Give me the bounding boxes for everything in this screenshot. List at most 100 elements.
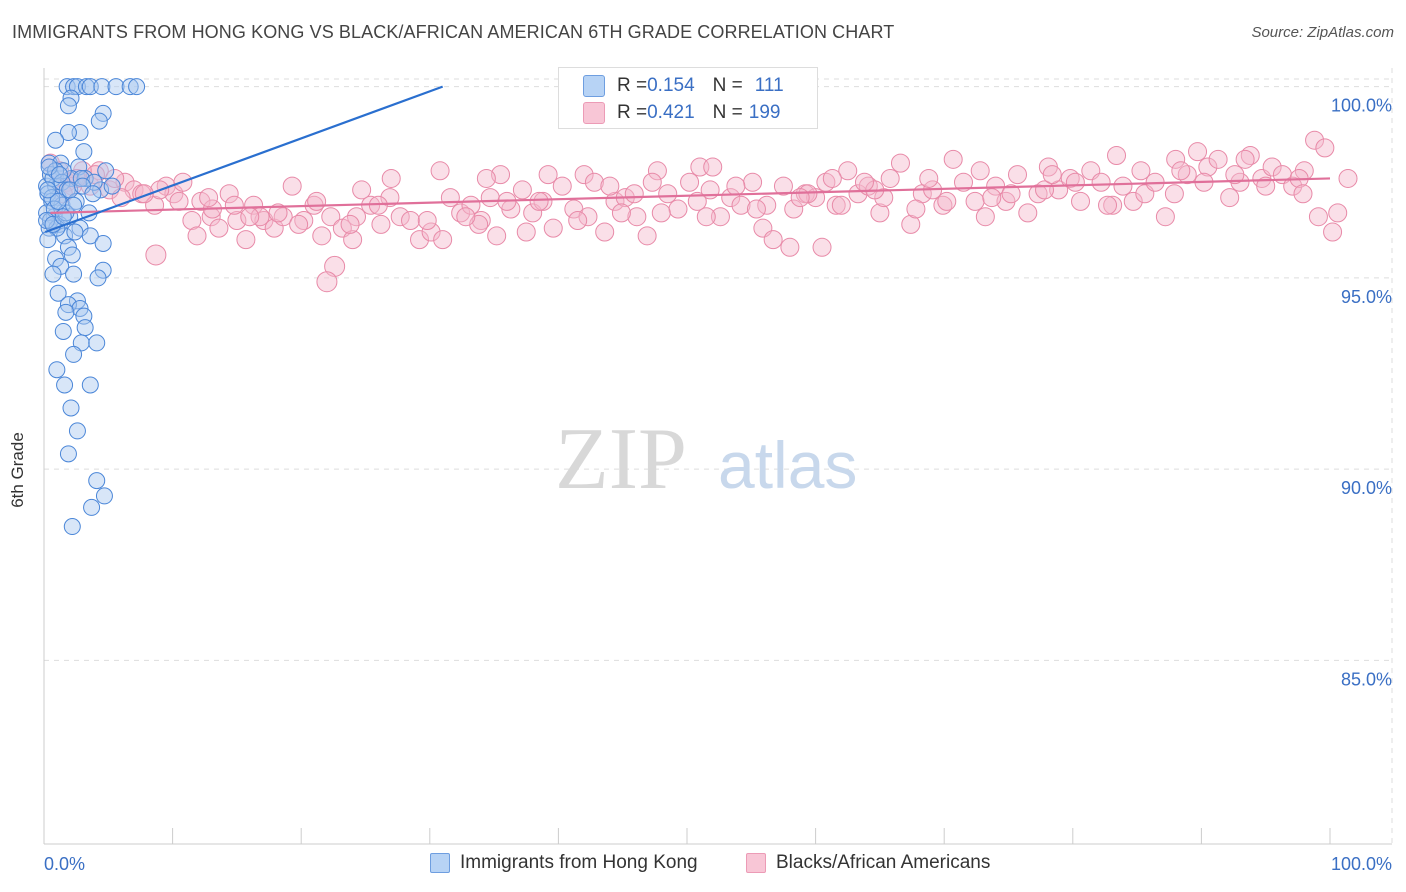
- data-point-blacks: [1323, 222, 1343, 242]
- source-label: Source: ZipAtlas.com: [1251, 24, 1394, 41]
- data-point-blacks: [1042, 165, 1062, 185]
- data-point-blacks: [1065, 172, 1085, 192]
- data-point-blacks: [1008, 165, 1028, 185]
- data-point-blacks: [321, 207, 341, 227]
- data-point-hongkong: [62, 399, 80, 417]
- data-point-blacks: [371, 214, 391, 234]
- data-point-blacks: [790, 188, 810, 208]
- data-point-blacks: [624, 184, 644, 204]
- data-point-blacks: [340, 214, 360, 234]
- data-point-hongkong: [59, 238, 77, 256]
- legend-label: Immigrants from Hong Kong: [460, 852, 698, 873]
- legend-swatch-blue: [430, 853, 450, 873]
- series-blacks-points: [40, 130, 1358, 293]
- data-point-blacks: [901, 214, 921, 234]
- data-point-blacks: [1308, 207, 1328, 227]
- data-point-blacks: [433, 230, 453, 250]
- data-point-blacks: [943, 149, 963, 169]
- data-point-hongkong: [39, 231, 57, 249]
- data-point-blacks: [516, 222, 536, 242]
- data-point-blacks: [703, 157, 723, 177]
- data-point-hongkong: [44, 265, 62, 283]
- data-point-blacks: [647, 161, 667, 181]
- data-point-blacks: [838, 161, 858, 181]
- data-point-blacks: [100, 180, 120, 200]
- data-point-blacks: [421, 222, 441, 242]
- data-point-blacks: [822, 168, 842, 188]
- data-point-hongkong: [107, 78, 125, 96]
- data-point-hongkong: [77, 78, 95, 96]
- trend-lines: [44, 85, 1331, 234]
- data-point-blacks: [568, 211, 588, 231]
- data-point-blacks: [890, 153, 910, 173]
- data-point-blacks: [595, 222, 615, 242]
- legend-r-label: R =: [617, 75, 648, 96]
- data-point-blacks: [1091, 172, 1111, 192]
- data-point-blacks: [578, 207, 598, 227]
- data-point-hongkong: [90, 112, 108, 130]
- legend-n-value: 111: [754, 75, 784, 96]
- data-point-blacks: [227, 211, 247, 231]
- data-point-hongkong: [128, 78, 146, 96]
- data-point-blacks: [812, 237, 832, 257]
- data-point-hongkong: [93, 78, 111, 96]
- data-point-blacks: [1338, 168, 1358, 188]
- data-point-blacks: [219, 184, 239, 204]
- data-point-blacks: [743, 172, 763, 192]
- data-point-hongkong: [65, 265, 83, 283]
- data-point-blacks: [324, 255, 346, 277]
- data-point-blacks: [381, 168, 401, 188]
- data-point-blacks: [410, 230, 430, 250]
- data-point-blacks: [965, 191, 985, 211]
- watermark-zip: ZIP: [555, 411, 687, 508]
- data-point-blacks: [294, 211, 314, 231]
- data-point-blacks: [543, 218, 563, 238]
- data-point-blacks: [312, 226, 332, 246]
- data-point-blacks: [773, 176, 793, 196]
- data-point-blacks: [731, 195, 751, 215]
- data-point-blacks: [1071, 191, 1091, 211]
- data-point-blacks: [1328, 203, 1348, 223]
- data-point-blacks: [784, 199, 804, 219]
- y-tick-label: 90.0%: [1341, 478, 1392, 498]
- data-point-blacks: [380, 188, 400, 208]
- data-point-blacks: [1107, 146, 1127, 165]
- data-point-blacks: [476, 168, 496, 188]
- data-point-blacks: [1208, 149, 1228, 169]
- legend-swatch-blue: [583, 75, 605, 97]
- data-point-blacks: [451, 203, 471, 223]
- data-point-blacks: [611, 203, 631, 223]
- data-point-hongkong: [65, 196, 83, 214]
- data-point-blacks: [512, 180, 532, 200]
- data-point-hongkong: [59, 124, 77, 142]
- legend-swatch-pink: [746, 853, 766, 873]
- data-point-blacks: [1225, 165, 1245, 185]
- legend-row-hongkong: R = 0.154 N = 111: [583, 73, 784, 99]
- data-point-blacks: [169, 191, 189, 211]
- data-point-blacks: [574, 165, 594, 185]
- data-point-blacks: [696, 207, 716, 227]
- data-point-blacks: [487, 226, 507, 246]
- chart-title: IMMIGRANTS FROM HONG KONG VS BLACK/AFRIC…: [12, 22, 895, 42]
- data-point-blacks: [307, 191, 327, 211]
- legend-item-blacks: Blacks/African Americans: [746, 852, 990, 874]
- data-point-blacks: [1131, 161, 1151, 181]
- data-point-blacks: [1315, 138, 1335, 158]
- data-point-blacks: [1103, 195, 1123, 215]
- data-point-blacks: [480, 188, 500, 208]
- data-point-hongkong: [58, 78, 76, 96]
- data-point-blacks: [710, 207, 730, 227]
- data-point-blacks: [552, 176, 572, 196]
- data-point-hongkong: [81, 78, 99, 96]
- data-point-hongkong: [49, 284, 67, 302]
- data-point-hongkong: [54, 322, 72, 340]
- y-tick-label: 95.0%: [1341, 287, 1392, 307]
- data-point-blacks: [1155, 207, 1175, 227]
- series-legend: Immigrants from Hong Kong Blacks/African…: [0, 852, 1406, 878]
- data-point-hongkong: [57, 303, 75, 321]
- data-point-blacks: [268, 203, 288, 223]
- data-point-blacks: [529, 191, 549, 211]
- data-point-blacks: [1220, 188, 1240, 208]
- data-point-hongkong: [68, 422, 86, 440]
